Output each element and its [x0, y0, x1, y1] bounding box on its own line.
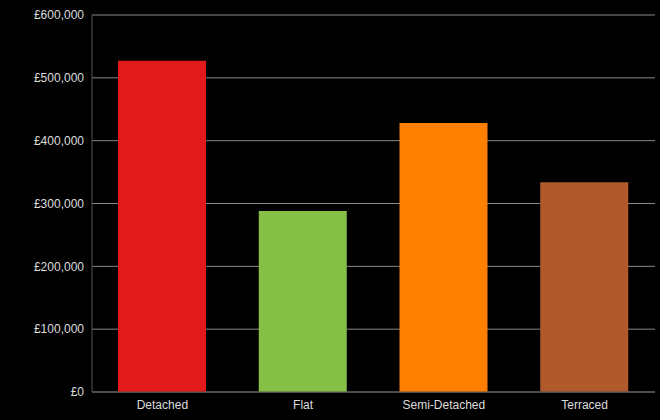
svg-text:Semi-Detached: Semi-Detached	[403, 398, 486, 412]
svg-text:£500,000: £500,000	[34, 71, 84, 85]
svg-text:Terraced: Terraced	[561, 398, 608, 412]
svg-text:£600,000: £600,000	[34, 8, 84, 22]
svg-text:Detached: Detached	[137, 398, 188, 412]
svg-text:£400,000: £400,000	[34, 134, 84, 148]
svg-text:£0: £0	[71, 385, 85, 399]
svg-text:£200,000: £200,000	[34, 260, 84, 274]
svg-text:£300,000: £300,000	[34, 197, 84, 211]
svg-text:Flat: Flat	[293, 398, 314, 412]
svg-text:£100,000: £100,000	[34, 322, 84, 336]
